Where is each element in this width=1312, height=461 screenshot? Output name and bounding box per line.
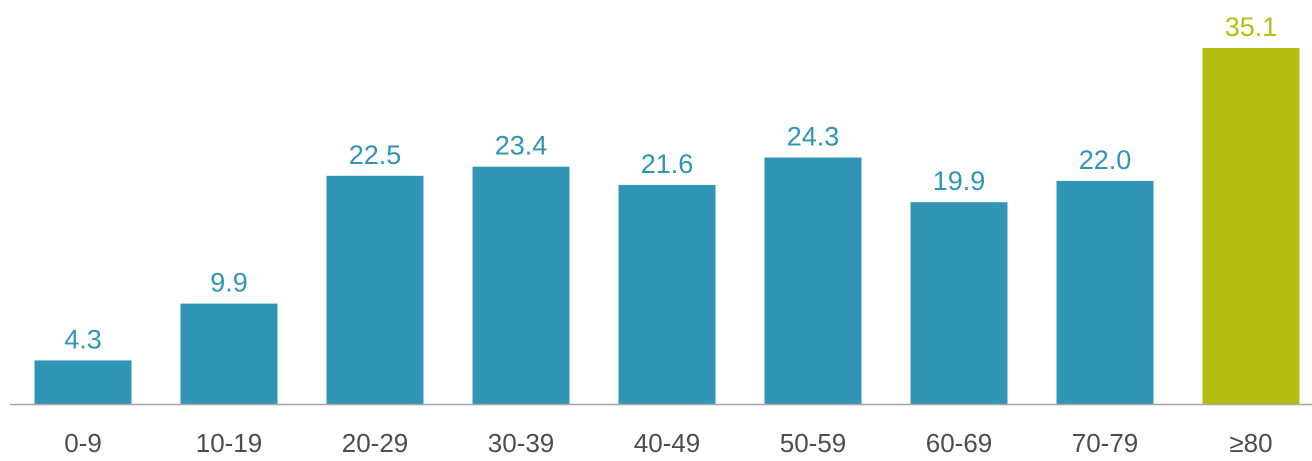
value-label-70-79: 22.0 (1079, 145, 1132, 175)
x-tick-label-40-49: 40-49 (634, 428, 701, 458)
bar-70-79 (1056, 180, 1154, 404)
x-tick-label-20-29: 20-29 (342, 428, 409, 458)
bar-ge80 (1202, 48, 1300, 404)
x-tick-labels-group: 0-9 10-19 20-29 30-39 40-49 50-59 60-69 70-79 ≥8… (64, 428, 1272, 458)
x-tick-label-ge80: ≥80 (1229, 428, 1272, 458)
bar-40-49 (618, 184, 716, 404)
x-tick-label-30-39: 30-39 (488, 428, 555, 458)
value-label-20-29: 22.5 (349, 140, 402, 170)
bar-30-39 (472, 166, 570, 404)
bars-group (34, 48, 1300, 404)
x-tick-label-70-79: 70-79 (1072, 428, 1139, 458)
bar-60-69 (910, 202, 1008, 404)
value-labels-group: 4.3 9.9 22.5 23.4 21.6 24.3 19.9 22.0 35.1 (64, 12, 1277, 354)
bar-20-29 (326, 175, 424, 404)
value-label-40-49: 21.6 (641, 149, 694, 179)
value-label-50-59: 24.3 (787, 122, 840, 152)
value-label-ge80: 35.1 (1225, 12, 1278, 42)
value-label-30-39: 23.4 (495, 131, 548, 161)
value-label-0-9: 4.3 (64, 324, 102, 354)
x-tick-label-50-59: 50-59 (780, 428, 847, 458)
bar-50-59 (764, 157, 862, 404)
x-tick-label-10-19: 10-19 (196, 428, 263, 458)
value-label-10-19: 9.9 (210, 268, 248, 298)
value-label-60-69: 19.9 (933, 166, 986, 196)
x-tick-label-60-69: 60-69 (926, 428, 993, 458)
bar-10-19 (180, 303, 278, 404)
x-tick-label-0-9: 0-9 (64, 428, 102, 458)
bar-0-9 (34, 360, 132, 404)
